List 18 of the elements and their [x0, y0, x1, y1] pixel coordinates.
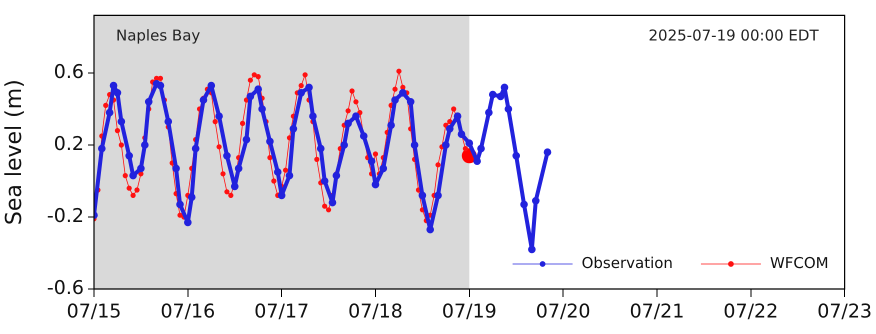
y-tick-label: -0.2 [46, 204, 84, 227]
x-tick-label: 07/17 [254, 300, 310, 322]
text: Naples Bay [116, 26, 200, 44]
y-tick-label: 0.6 [54, 60, 84, 83]
x-tick-label: 07/21 [630, 300, 684, 322]
legend-label: Observation [582, 254, 673, 272]
y-axis-title: Sea level (m) [2, 79, 27, 226]
annotation: 2025-07-19 00:00 EDT [648, 26, 820, 44]
x-tick-label: 07/16 [160, 300, 216, 322]
x-tick-label: 07/22 [723, 300, 778, 322]
y-tick-label: 0.2 [54, 132, 84, 155]
x-tick-label: 07/23 [817, 300, 872, 322]
x-tick-label: 07/20 [536, 300, 591, 322]
x-tick-label: 07/19 [442, 300, 497, 322]
x-tick-label: 07/15 [66, 300, 122, 322]
y-tick-label: -0.6 [46, 276, 84, 299]
legend-label: WFCOM [770, 254, 829, 272]
x-tick-label: 07/18 [348, 300, 403, 322]
